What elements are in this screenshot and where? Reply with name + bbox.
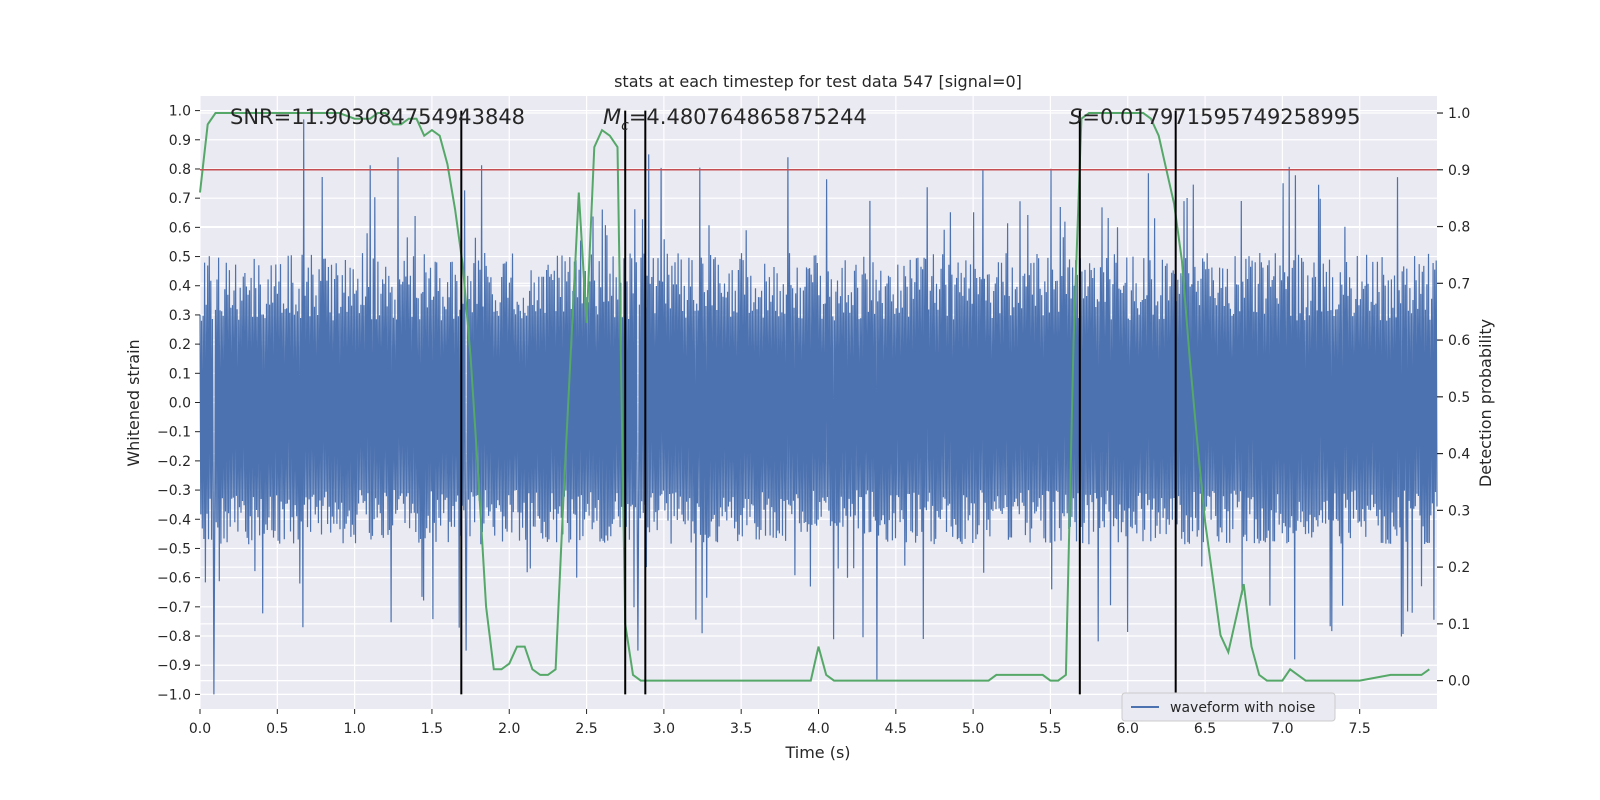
x-tick-label: 7.0: [1271, 721, 1293, 737]
y-tick-label: −0.6: [157, 571, 191, 587]
x-tick-label: 1.0: [343, 721, 365, 737]
y2-axis-title: Detection probability: [1476, 319, 1495, 487]
y2-tick-label: 0.0: [1448, 674, 1470, 690]
spin-value: =0.017971595749258995: [1082, 105, 1360, 129]
x-tick-label: 4.0: [807, 721, 829, 737]
chirp-mass-symbol: M: [603, 105, 621, 129]
x-tick-label: 3.0: [653, 721, 675, 737]
y-tick-label: −0.2: [157, 454, 191, 470]
y-tick-label: 0.3: [169, 308, 191, 324]
y-tick-label: 0.6: [169, 220, 191, 236]
y-tick-label: −0.5: [157, 541, 191, 557]
waveform-line: [199, 119, 1438, 695]
chirp-mass-subscript: c: [621, 118, 629, 134]
y-tick-label: −1.0: [157, 687, 191, 703]
legend-label: waveform with noise: [1170, 700, 1315, 716]
x-tick-label: 6.0: [1117, 721, 1139, 737]
probability-line: [199, 112, 1430, 682]
y2-tick-label: 0.7: [1448, 276, 1470, 292]
y2-tick-label: 0.8: [1448, 220, 1470, 236]
y-tick-label: 0.9: [169, 133, 191, 149]
legend-box: [1121, 692, 1336, 722]
x-axis-title: Time (s): [784, 743, 850, 762]
x-tick-label: 2.5: [575, 721, 597, 737]
y-tick-label: 1.0: [169, 104, 191, 120]
waveform-series: [199, 119, 1438, 695]
x-tick-label: 5.0: [962, 721, 984, 737]
snr-annotation: SNR=11.903084754943848: [230, 105, 525, 129]
y-tick-label: 0.5: [169, 250, 191, 266]
y2-tick-label: 0.3: [1448, 503, 1470, 519]
y2-tick-label: 0.6: [1448, 333, 1470, 349]
y2-tick-label: 0.5: [1448, 390, 1470, 406]
x-tick-label: 7.5: [1349, 721, 1371, 737]
y-axis-title: Whitened strain: [124, 339, 143, 466]
y-tick-label: 0.4: [169, 279, 191, 295]
y2-tick-label: 0.9: [1448, 163, 1470, 179]
y-tick-label: −0.3: [157, 483, 191, 499]
chirp-mass-annotation: Mc=4.480764865875244: [603, 105, 867, 134]
x-axis-ticks: 0.0 0.5 1.0 1.5 2.0 2.5 3.0 3.5 4.0 4.5 5.0 5.5 6.0 6…: [189, 709, 1371, 737]
y-axis-ticks: 1.0 0.9 0.8 0.7 0.6 0.5 0.4 0.3 0.2 0.1 0.0 −0.1 −0.…: [157, 104, 200, 703]
x-tick-label: 1.5: [421, 721, 443, 737]
y-tick-label: 0.8: [169, 162, 191, 178]
x-tick-label: 3.5: [730, 721, 752, 737]
y2-tick-label: 0.1: [1448, 617, 1470, 633]
x-tick-label: 0.0: [189, 721, 211, 737]
probability-series: [199, 112, 1430, 682]
y-tick-label: 0.0: [169, 396, 191, 412]
vertical-markers: [460, 110, 1177, 695]
y-tick-label: 0.1: [169, 366, 191, 382]
x-tick-label: 2.0: [498, 721, 520, 737]
y-tick-label: 0.7: [169, 191, 191, 207]
legend: waveform with noise: [1121, 692, 1336, 722]
y2-axis-ticks: 1.0 0.9 0.8 0.7 0.6 0.5 0.4 0.3 0.2 0.1 0.0: [1437, 106, 1470, 690]
x-tick-label: 6.5: [1194, 721, 1216, 737]
x-tick-label: 4.5: [885, 721, 907, 737]
y-tick-label: 0.2: [169, 337, 191, 353]
chart-title: stats at each timestep for test data 547…: [614, 72, 1022, 91]
y-tick-label: −0.1: [157, 425, 191, 441]
spin-symbol: S: [1069, 105, 1082, 129]
y2-tick-label: 0.4: [1448, 447, 1470, 463]
y2-tick-label: 0.2: [1448, 560, 1470, 576]
y-tick-label: −0.4: [157, 512, 191, 528]
x-tick-label: 0.5: [266, 721, 288, 737]
y2-tick-label: 1.0: [1448, 106, 1470, 122]
y-tick-label: −0.7: [157, 600, 191, 616]
x-tick-label: 5.5: [1039, 721, 1061, 737]
spin-annotation: S=0.017971595749258995: [1069, 105, 1360, 129]
y-tick-label: −0.8: [157, 629, 191, 645]
y-tick-label: −0.9: [157, 658, 191, 674]
chirp-mass-value: =4.480764865875244: [629, 105, 867, 129]
